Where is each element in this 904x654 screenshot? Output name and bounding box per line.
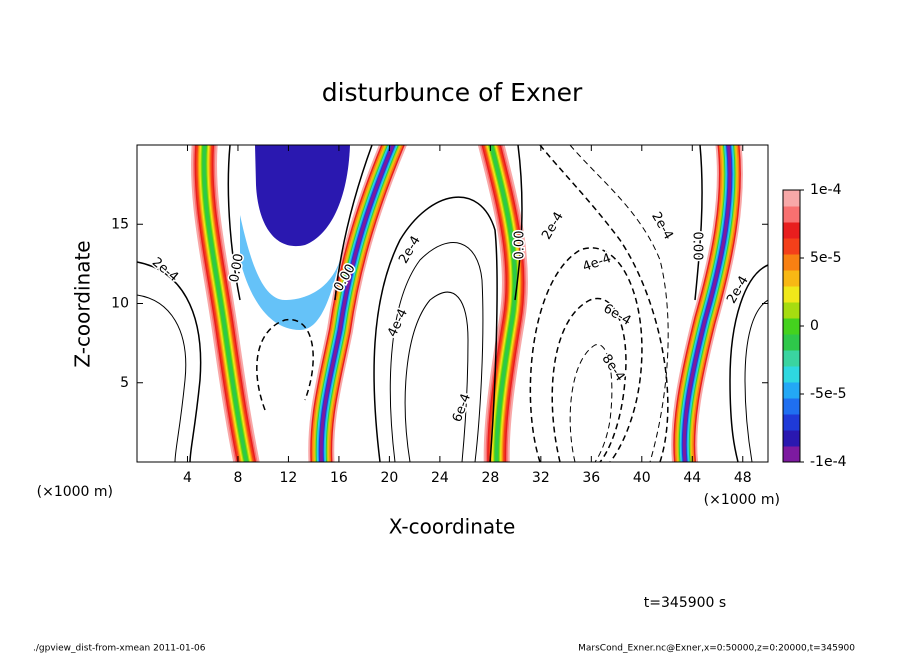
contours [137, 145, 768, 462]
colorbar-swatch [783, 350, 800, 367]
x-tick-label: 28 [481, 470, 499, 486]
colorbar-swatch [783, 382, 800, 399]
colorbar-swatch [783, 318, 800, 335]
colorbar-swatch [783, 190, 800, 207]
fronts [191, 145, 743, 462]
colorbar-swatch [783, 286, 800, 303]
colorbar-swatch [783, 270, 800, 287]
colorbar-tick-label: -5e-5 [810, 386, 847, 402]
y-axis-label: Z-coordinate [71, 240, 95, 367]
contour-label: 6e-4 [450, 392, 474, 425]
colorbar-swatch [783, 430, 800, 447]
colorbar-swatch [783, 366, 800, 383]
colorbar-swatch [783, 222, 800, 239]
x-tick-label: 24 [431, 470, 449, 486]
x-tick-label: 16 [330, 470, 348, 486]
x-tick-label: 48 [734, 470, 752, 486]
footer-right: MarsCond_Exner.nc@Exner,x=0:50000,z=0:20… [578, 644, 855, 654]
x-unit: (×1000 m) [704, 492, 780, 508]
field-shade [255, 145, 350, 247]
colorbar-swatch [783, 334, 800, 351]
colorbar-swatch [783, 206, 800, 223]
contour-label: 0.00 [513, 231, 528, 260]
y-tick-label: 15 [111, 216, 129, 232]
contour-label: 2e-4 [648, 210, 676, 243]
x-tick-label: 20 [380, 470, 398, 486]
footer-left: ./gpview_dist-from-xmean 2011-01-06 [33, 644, 206, 654]
contour-label: 4e-4 [385, 307, 411, 340]
y-tick-label: 5 [120, 375, 129, 391]
x-tick-label: 32 [532, 470, 550, 486]
contour-label: 2e-4 [149, 255, 181, 285]
colorbar-swatch [783, 398, 800, 415]
contour-label: 0.00 [227, 252, 247, 283]
field-shade [240, 215, 340, 330]
y-tick-label: 10 [111, 296, 129, 312]
x-tick-label: 44 [683, 470, 701, 486]
contour-label: 4e-4 [581, 251, 614, 275]
front-band [319, 145, 395, 462]
x-tick-label: 36 [582, 470, 600, 486]
colorbar-swatch [783, 254, 800, 271]
front-band [489, 145, 517, 462]
x-tick-label: 8 [233, 470, 242, 486]
contour-label: 0.00 [690, 232, 705, 261]
contour-label: 8e-4 [598, 352, 627, 385]
colorbar-swatch [783, 302, 800, 319]
front-band [682, 145, 732, 462]
y-unit: (×1000 m) [37, 484, 113, 500]
colorbar-tick-label: 1e-4 [810, 182, 842, 198]
colorbar-tick-label: -1e-4 [810, 454, 847, 470]
x-tick-label: 4 [183, 470, 192, 486]
x-tick-label: 40 [633, 470, 651, 486]
contour-label: 2e-4 [539, 210, 567, 243]
colorbar-tick-label: 5e-5 [810, 250, 841, 266]
time-label: t=345900 s [644, 595, 726, 611]
x-tick-label: 12 [280, 470, 298, 486]
front-band [202, 145, 248, 462]
colorbar-swatch [783, 414, 800, 431]
contour-label: 6e-4 [601, 301, 634, 329]
colorbar-tick-label: 0 [810, 318, 819, 334]
colorbar-swatch [783, 446, 800, 463]
field [137, 145, 768, 462]
x-axis-label: X-coordinate [389, 515, 516, 539]
chart-title: disturbunce of Exner [322, 78, 583, 107]
colorbar-swatch [783, 238, 800, 255]
